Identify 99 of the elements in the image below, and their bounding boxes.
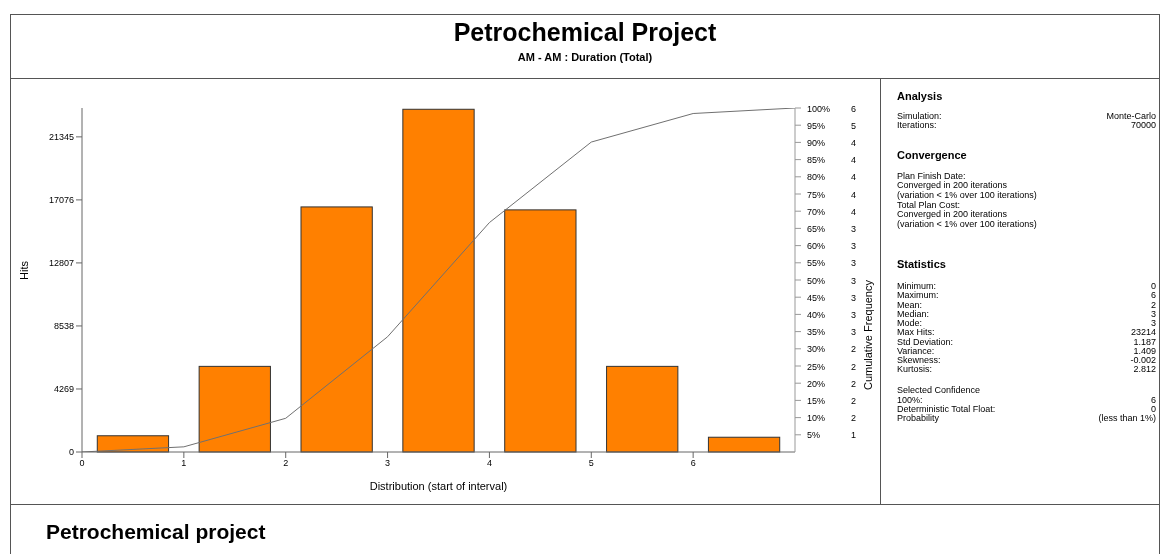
text: Plan Finish Date:	[897, 171, 966, 181]
y2-tick-label: 95%	[807, 120, 826, 131]
y2-tick-label: 85%	[807, 155, 826, 166]
y-axis-title: Hits	[17, 260, 30, 280]
y2-tick-label: 20%	[807, 378, 826, 389]
text: 2	[851, 378, 857, 389]
text: -0.002	[1130, 355, 1156, 365]
text: (less than 1%)	[1098, 413, 1156, 423]
y2-tick-label: 80%	[807, 172, 826, 183]
text: 4	[851, 172, 857, 183]
text: Mode:	[897, 318, 923, 328]
chart-subtitle: AM - AM : Duration (Total)	[516, 51, 654, 63]
y2-tick-label: 65%	[807, 223, 826, 234]
text: 4	[851, 155, 857, 166]
text: Minimum:	[897, 281, 937, 291]
x-tick-label: 1	[181, 458, 187, 469]
text: 3	[851, 292, 857, 303]
text: Analysis	[897, 90, 943, 102]
text: 3	[851, 309, 857, 320]
y-tick-label: 8538	[53, 321, 74, 332]
chart-title: Petrochemical Project	[452, 18, 718, 47]
text: 100%:	[897, 395, 923, 405]
text: Statistics	[897, 258, 946, 270]
text: Monte-Carlo	[1106, 111, 1156, 121]
x-tick-label: 3	[385, 458, 391, 469]
y2-tick-label: 25%	[807, 361, 826, 372]
y2-tick-label: 60%	[807, 241, 826, 252]
text: Median:	[897, 309, 930, 319]
text: Deterministic Total Float:	[897, 404, 996, 414]
text: Selected Confidence	[897, 385, 981, 395]
text: Std Deviation:	[897, 337, 954, 347]
y-tick-label: 12807	[48, 258, 74, 269]
text: 4	[851, 206, 857, 217]
y-tick-label: 17076	[48, 195, 74, 206]
text: Max Hits:	[897, 327, 935, 337]
text: 2	[851, 395, 857, 406]
text: (variation < 1% over 100 iterations)	[897, 190, 1037, 200]
y-tick-label: 4269	[53, 384, 74, 395]
y-tick-label: 0	[68, 447, 74, 458]
text: 0	[1150, 404, 1156, 414]
x-tick-label: 5	[588, 458, 594, 469]
text: Simulation:	[897, 111, 942, 121]
text: 5	[851, 120, 857, 131]
text: 2	[851, 344, 857, 355]
y2-tick-label: 5%	[807, 430, 821, 441]
text: 2.812	[1133, 364, 1156, 374]
text: Maximum:	[897, 290, 939, 300]
text: 2	[851, 413, 857, 424]
text: Iterations:	[897, 120, 937, 130]
y2-tick-label: 75%	[807, 189, 826, 200]
text: Petrochemical project	[46, 520, 266, 544]
x-tick-label: 0	[79, 458, 85, 469]
text: 1.409	[1133, 346, 1156, 356]
y2-axis-title: Cumulative Frequency	[861, 279, 874, 391]
text: 6	[1150, 290, 1156, 300]
y2-tick-label: 45%	[807, 292, 826, 303]
text: Variance:	[897, 346, 935, 356]
text: Skewness:	[897, 355, 941, 365]
y2-tick-label: 100%	[807, 103, 831, 114]
text: Probability	[897, 413, 940, 423]
text: 3	[1150, 309, 1156, 319]
text: 3	[851, 223, 857, 234]
text: 1	[851, 430, 857, 441]
text: 4	[851, 137, 857, 148]
text: 4	[851, 189, 857, 200]
text: Mean:	[897, 300, 923, 310]
text: 3	[851, 327, 857, 338]
x-axis-title: Distribution (start of interval)	[369, 480, 508, 492]
y2-tick-label: 30%	[807, 344, 826, 355]
text: 3	[851, 275, 857, 286]
y2-tick-label: 10%	[807, 413, 826, 424]
text: 2	[851, 361, 857, 372]
text: 3	[851, 241, 857, 252]
text: 3	[851, 258, 857, 269]
x-tick-label: 2	[283, 458, 289, 469]
text: Converged in 200 iterations	[897, 209, 1008, 219]
y2-tick-label: 15%	[807, 395, 826, 406]
x-tick-label: 4	[486, 458, 492, 469]
text: Converged in 200 iterations	[897, 180, 1008, 190]
text: 3	[1150, 318, 1156, 328]
y2-tick-label: 35%	[807, 327, 826, 338]
text: 23214	[1130, 327, 1156, 337]
text: Kurtosis:	[897, 364, 933, 374]
y2-tick-label: 50%	[807, 275, 826, 286]
text: Total Plan Cost:	[897, 200, 961, 210]
text: 2	[1150, 300, 1156, 310]
text: 6	[851, 103, 857, 114]
y2-tick-label: 90%	[807, 137, 826, 148]
text: 0	[1150, 281, 1156, 291]
y2-tick-label: 40%	[807, 309, 826, 320]
text: Convergence	[897, 149, 967, 161]
text: 6	[1150, 395, 1156, 405]
text: 70000	[1130, 120, 1156, 130]
y2-tick-label: 70%	[807, 206, 826, 217]
text: (variation < 1% over 100 iterations)	[897, 219, 1037, 229]
x-tick-label: 6	[690, 458, 696, 469]
y-tick-label: 21345	[48, 132, 74, 143]
text: 1.187	[1133, 337, 1156, 347]
y2-tick-label: 55%	[807, 258, 826, 269]
